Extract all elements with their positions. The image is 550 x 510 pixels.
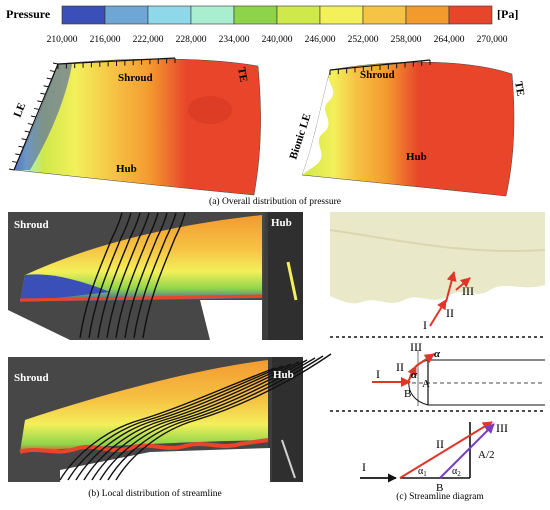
label-alpha-mid-1: α (434, 348, 441, 360)
streamline (142, 212, 186, 339)
colorbar-tick-label: 228,000 (176, 35, 207, 45)
colorbar-swatch (104, 5, 149, 25)
flow-arrow-ii-mid (407, 365, 417, 383)
streamline (91, 359, 308, 481)
label-iii-upper: III (462, 284, 474, 298)
colorbar-tick-label: 240,000 (262, 35, 293, 45)
flow-arrow-iii-upper (455, 277, 471, 291)
right-hub-label: Hub (406, 151, 427, 163)
label-ii-upper: II (446, 306, 454, 320)
right-te-label: TE (512, 80, 526, 97)
streamline (75, 363, 292, 481)
velocity-triangle (400, 422, 471, 479)
streamline (124, 212, 168, 339)
edge-ticks (8, 62, 59, 171)
b-bottom-shroud-label: Shroud (14, 372, 49, 384)
colorbar-swatch (448, 5, 493, 25)
streamlines-top (79, 212, 186, 339)
caption-c: (c) Streamline diagram (396, 491, 484, 502)
colorbar-swatch (190, 5, 235, 25)
edge-ticks (57, 58, 176, 69)
colorbar-swatch (276, 5, 321, 25)
label-alpha1: α1 (418, 466, 427, 478)
left-shroud-label: Shroud (118, 72, 153, 84)
bionic-blade-render (329, 212, 546, 304)
label-iii-mid: III (410, 340, 422, 354)
streamline (99, 357, 316, 481)
b-top-shroud-label: Shroud (14, 219, 49, 231)
colorbar-swatch (61, 5, 106, 25)
colorbar-tick-label: 234,000 (219, 35, 250, 45)
colorbar-tick-label: 216,000 (90, 35, 121, 45)
streamline (115, 212, 159, 339)
label-b-mid: B (404, 388, 411, 400)
colorbar-swatch (319, 5, 364, 25)
streamline (97, 212, 141, 339)
left-blade-contour (13, 57, 261, 196)
colorbar-tick-label: 252,000 (348, 35, 379, 45)
caption-a: (a) Overall distribution of pressure (209, 196, 341, 207)
colorbar-tick-label: 210,000 (47, 35, 78, 45)
flow-arrow-ii-low (399, 421, 493, 479)
streamline (67, 365, 284, 481)
b-top-hub-label: Hub (271, 217, 292, 229)
flow-arrow-iii-mid (415, 353, 435, 367)
label-a-half: A/2 (478, 449, 495, 461)
colorbar (61, 5, 493, 25)
flow-arrow-ii-upper (445, 271, 457, 303)
colorbar-title: Pressure (6, 7, 51, 21)
colorbar-swatch (405, 5, 450, 25)
colorbar-ticks: 210,000 216,000 222,000 228,000 234,000 240,0… (47, 35, 508, 45)
streamline (107, 355, 324, 481)
colorbar-tick-label: 258,000 (391, 35, 422, 45)
panel-b-top-view (8, 212, 303, 340)
left-le-label: LE (12, 101, 29, 119)
streamline (59, 367, 276, 481)
flow-arrow-i-upper (429, 299, 447, 327)
colorbar-swatch (147, 5, 192, 25)
colorbar-swatch (362, 5, 407, 25)
edge-ticks (329, 60, 431, 75)
label-iii-low: III (496, 421, 508, 435)
streamline (88, 212, 132, 339)
streamline (79, 212, 123, 339)
colorbar-unit: [Pa] (497, 7, 518, 21)
b-bottom-hub-label: Hub (273, 369, 294, 381)
streamline (133, 212, 177, 339)
colorbar-tick-label: 270,000 (477, 35, 508, 45)
flow-arrow-iii-low (439, 423, 495, 479)
streamline (115, 353, 332, 481)
streamlines-bottom (59, 353, 332, 481)
label-i-mid: I (376, 367, 380, 381)
caption-b: (b) Local distribution of streamline (88, 488, 222, 499)
colorbar-tick-label: 246,000 (305, 35, 336, 45)
streamline (106, 212, 150, 339)
right-shroud-label: Shroud (360, 69, 395, 81)
label-ii-mid: II (396, 360, 404, 374)
label-b-low: B (436, 482, 443, 494)
left-te-label: TE (235, 66, 249, 83)
label-i-low: I (362, 460, 366, 474)
colorbar-tick-label: 264,000 (434, 35, 465, 45)
label-i-upper: I (423, 318, 427, 332)
left-hub-label: Hub (116, 163, 137, 175)
label-a-mid: A (422, 378, 430, 390)
right-blade-contour (301, 59, 515, 197)
label-alpha-mid-2: α (411, 369, 418, 381)
colorbar-swatch (233, 5, 278, 25)
streamline (83, 361, 300, 481)
label-ii-low: II (436, 437, 444, 451)
label-alpha2: α2 (452, 466, 461, 478)
colorbar-tick-label: 222,000 (133, 35, 164, 45)
